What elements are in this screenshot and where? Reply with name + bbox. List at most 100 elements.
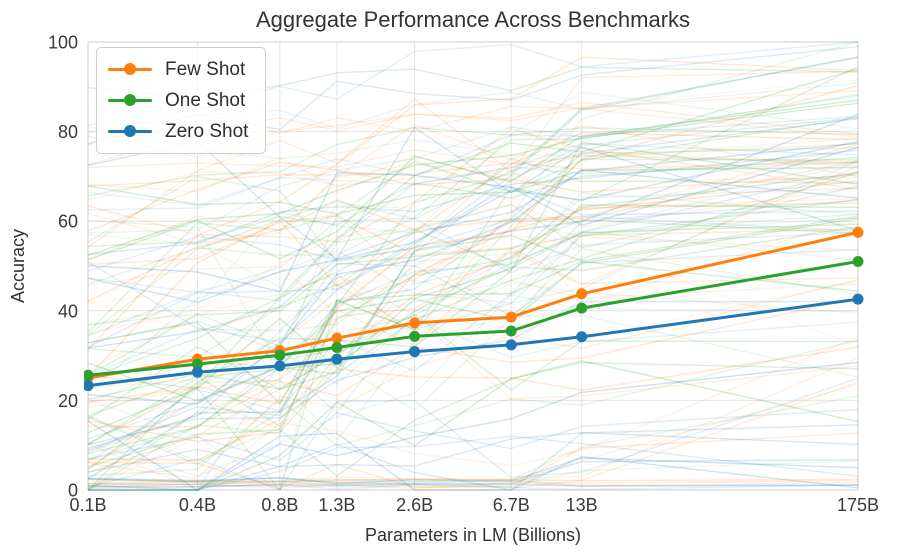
background-benchmark-line [87, 142, 859, 349]
background-benchmark-line [87, 273, 859, 371]
x-tick-label: 0.8B [261, 495, 298, 515]
series-line-few-shot [87, 230, 859, 380]
data-point-zero-shot [409, 346, 421, 358]
background-benchmark-line [88, 360, 859, 491]
background-benchmark-line [87, 336, 859, 491]
series-line-one-shot [87, 260, 859, 377]
background-benchmark-line [87, 171, 859, 455]
data-point-one-shot [84, 369, 94, 381]
background-benchmark-line [87, 217, 859, 455]
background-benchmark-line [87, 432, 859, 473]
background-benchmark-line [87, 339, 859, 477]
data-point-zero-shot [331, 353, 343, 365]
background-benchmark-line [87, 313, 859, 421]
background-benchmark-line [87, 126, 859, 197]
background-benchmark-line [87, 204, 859, 402]
legend-item-label: One Shot [165, 90, 246, 111]
aggregate-series [84, 226, 864, 392]
background-benchmark-line [87, 154, 859, 260]
legend: Few Shot One Shot Zero Shot [96, 47, 267, 154]
background-benchmark-line [87, 143, 859, 445]
background-benchmark-line [87, 113, 859, 480]
background-benchmark-line [87, 146, 859, 293]
background-benchmark-line [87, 300, 859, 446]
background-benchmark-line [87, 223, 859, 379]
background-benchmark-line [87, 383, 859, 485]
background-benchmark-line [87, 226, 859, 445]
background-benchmark-line [87, 126, 859, 260]
background-benchmark-line [87, 161, 859, 491]
background-benchmark-line [87, 186, 859, 335]
background-benchmark-line [87, 95, 859, 234]
background-benchmark-line [87, 219, 859, 315]
background-benchmark-line [87, 118, 859, 452]
background-benchmark-line [87, 432, 859, 490]
y-axis-label: Accuracy [8, 229, 28, 303]
background-benchmark-line [87, 234, 859, 347]
background-benchmark-line [87, 316, 859, 409]
background-benchmark-line [87, 56, 859, 350]
background-benchmark-line [87, 278, 859, 480]
legend-item-label: Zero Shot [165, 121, 249, 142]
background-benchmark-line [87, 215, 859, 401]
background-benchmark-line [87, 116, 859, 333]
data-point-few-shot [409, 317, 421, 329]
background-benchmark-line [87, 460, 859, 489]
background-benchmark-line [87, 157, 859, 263]
chart-title: Aggregate Performance Across Benchmarks [256, 7, 690, 32]
background-benchmark-line [87, 93, 859, 286]
data-point-few-shot [576, 288, 588, 300]
background-benchmark-line [88, 435, 859, 491]
background-benchmark-line [87, 457, 859, 485]
background-benchmark-line [87, 247, 859, 453]
background-benchmark-line [87, 149, 859, 256]
background-benchmark-line [87, 56, 859, 450]
background-benchmark-line [87, 140, 859, 303]
background-benchmark-line [87, 260, 859, 405]
background-benchmark-line [87, 230, 859, 405]
x-tick-label: 0.1B [69, 495, 106, 515]
background-benchmark-line [87, 408, 859, 462]
legend-line-swatch [108, 125, 152, 138]
background-benchmark-line [87, 248, 859, 343]
background-benchmark-line [87, 70, 859, 248]
background-benchmark-line [87, 158, 859, 358]
background-benchmark-line [87, 377, 859, 491]
background-benchmark-line [87, 479, 859, 486]
background-benchmark-line [87, 483, 859, 491]
background-benchmark-line [87, 213, 859, 461]
data-point-zero-shot [505, 339, 517, 351]
data-point-one-shot [331, 342, 343, 354]
background-benchmark-line [87, 217, 859, 434]
background-benchmark-line [87, 346, 859, 443]
y-tick-label: 100 [48, 33, 78, 53]
background-benchmark-line [87, 156, 859, 247]
background-benchmark-line [87, 185, 859, 348]
background-benchmark-line [87, 420, 859, 491]
background-benchmark-lines [87, 41, 859, 491]
background-benchmark-line [87, 143, 859, 169]
background-benchmark-line [87, 85, 859, 405]
background-benchmark-line [87, 165, 859, 469]
data-point-zero-shot [191, 366, 203, 378]
y-tick-label: 0 [68, 481, 78, 501]
background-benchmark-line [87, 248, 859, 462]
background-benchmark-line [87, 381, 859, 489]
x-tick-label: 2.6B [396, 495, 433, 515]
background-benchmark-line [87, 170, 859, 209]
y-tick-label: 40 [58, 301, 78, 321]
background-benchmark-line [87, 115, 859, 211]
background-benchmark-line [87, 214, 859, 266]
background-benchmark-line [87, 202, 859, 473]
background-benchmark-line [87, 154, 859, 193]
legend-line-swatch [108, 63, 152, 76]
x-tick-label: 6.7B [493, 495, 530, 515]
data-point-one-shot [274, 349, 286, 361]
data-point-zero-shot [852, 293, 864, 305]
background-benchmark-line [87, 478, 859, 485]
background-benchmark-line [87, 185, 859, 347]
background-benchmark-line [87, 170, 859, 440]
y-tick-label: 20 [58, 391, 78, 411]
background-benchmark-line [87, 169, 859, 405]
